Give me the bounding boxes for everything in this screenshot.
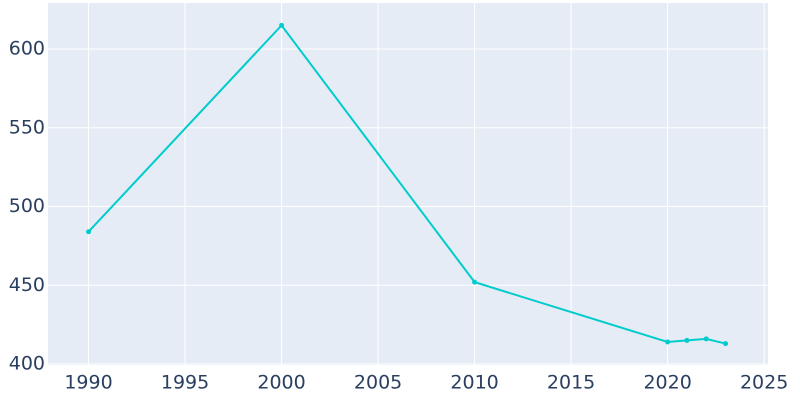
x-tick-label: 2025 [740, 372, 788, 394]
x-tick-label: 2015 [547, 372, 595, 394]
x-tick-label: 2005 [354, 372, 402, 394]
point [472, 279, 478, 285]
point [665, 339, 671, 345]
x-tick-label: 1990 [64, 372, 112, 394]
point [279, 22, 285, 28]
point [703, 336, 709, 342]
y-tick-label: 600 [9, 37, 45, 59]
x-tick-label: 2010 [450, 372, 498, 394]
x-tick-label: 1995 [161, 372, 209, 394]
plot-area [48, 3, 768, 365]
point [684, 337, 690, 343]
x-tick-label: 2020 [643, 372, 691, 394]
point [723, 341, 729, 347]
y-tick-label: 450 [9, 274, 45, 296]
point [86, 229, 92, 235]
x-tick-label: 2000 [257, 372, 305, 394]
y-tick-label: 500 [9, 195, 45, 217]
y-tick-label: 550 [9, 116, 45, 138]
y-tick-label: 400 [9, 353, 45, 375]
